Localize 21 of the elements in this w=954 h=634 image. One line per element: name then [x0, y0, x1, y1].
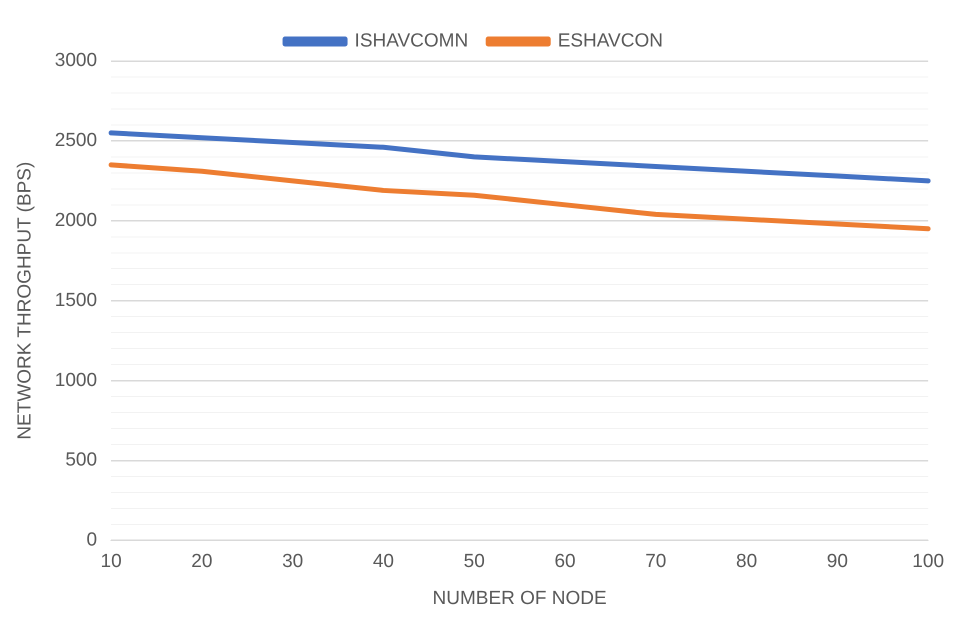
x-tick-label: 100 [912, 551, 944, 572]
x-tick-label: 80 [736, 551, 758, 572]
x-tick-label: 30 [282, 551, 304, 572]
y-axis-title: NETWORK THROGHPUT (BPS) [14, 162, 36, 440]
x-axis-title: NUMBER OF NODE [432, 588, 607, 609]
y-tick-label: 1000 [54, 370, 98, 391]
x-tick-label: 50 [464, 551, 485, 572]
y-tick-label: 2500 [54, 130, 98, 152]
y-tick-label: 3000 [54, 50, 98, 72]
y-tick-label: 1500 [54, 290, 98, 311]
x-tick-label: 90 [826, 551, 848, 572]
x-tick-label: 10 [100, 551, 122, 572]
x-tick-label: 60 [554, 551, 576, 572]
x-tick-label: 70 [645, 551, 666, 572]
legend-label: ESHAVCON [558, 30, 663, 52]
y-tick-label: 0 [86, 530, 98, 551]
y-tick-label: 2000 [54, 210, 98, 232]
legend-label: ISHAVCOMN [354, 30, 468, 52]
y-tick-label: 500 [65, 450, 98, 471]
x-tick-label: 40 [372, 551, 394, 572]
x-tick-label: 20 [191, 551, 212, 572]
